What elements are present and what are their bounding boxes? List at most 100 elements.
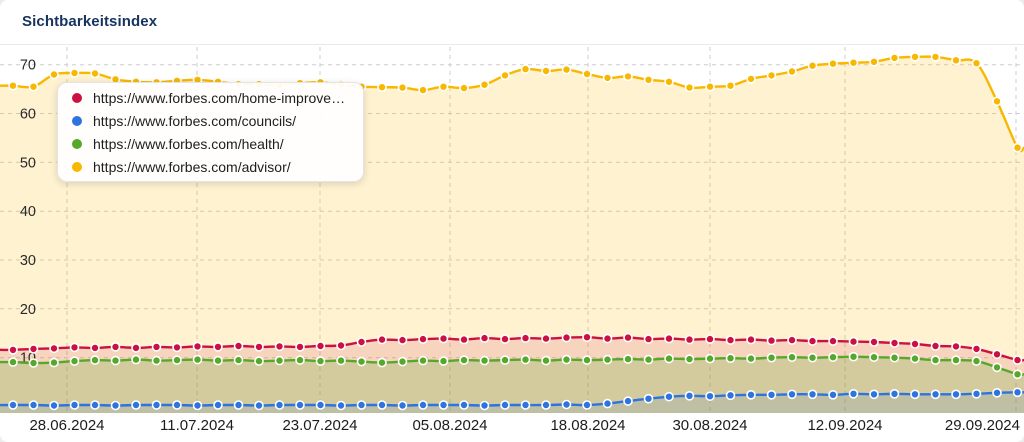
data-point-health[interactable]	[684, 354, 695, 364]
data-point-home-improvement[interactable]	[69, 342, 80, 353]
data-point-councils[interactable]	[233, 400, 244, 410]
data-point-health[interactable]	[69, 356, 80, 366]
data-point-home-improvement[interactable]	[90, 343, 100, 353]
data-point-advisor[interactable]	[848, 57, 859, 68]
data-point-home-improvement[interactable]	[213, 342, 223, 352]
data-point-home-improvement[interactable]	[992, 349, 1002, 360]
data-point-councils[interactable]	[561, 399, 572, 410]
data-point-advisor[interactable]	[705, 81, 715, 92]
legend-item-home-improvement[interactable]: https://www.forbes.com/home-improve…	[72, 86, 345, 109]
data-point-home-improvement[interactable]	[1012, 355, 1023, 365]
data-point-home-improvement[interactable]	[889, 338, 900, 348]
legend-item-councils[interactable]: https://www.forbes.com/councils/	[72, 109, 345, 132]
data-point-advisor[interactable]	[869, 56, 879, 67]
data-point-advisor[interactable]	[623, 71, 633, 82]
data-point-health[interactable]	[992, 362, 1002, 373]
data-point-councils[interactable]	[623, 396, 633, 406]
data-point-home-improvement[interactable]	[643, 334, 654, 344]
data-point-advisor[interactable]	[8, 80, 18, 91]
data-point-health[interactable]	[705, 353, 715, 364]
data-point-health[interactable]	[746, 353, 756, 364]
data-point-home-improvement[interactable]	[561, 332, 572, 343]
data-point-councils[interactable]	[151, 400, 162, 410]
data-point-health[interactable]	[151, 355, 162, 366]
data-point-home-improvement[interactable]	[418, 334, 428, 344]
data-point-councils[interactable]	[787, 389, 797, 400]
data-point-health[interactable]	[623, 354, 633, 364]
data-point-advisor[interactable]	[643, 75, 654, 85]
data-point-advisor[interactable]	[930, 52, 941, 62]
data-point-health[interactable]	[110, 355, 121, 366]
data-point-councils[interactable]	[869, 389, 879, 400]
data-point-advisor[interactable]	[438, 81, 449, 92]
data-point-home-improvement[interactable]	[971, 344, 982, 354]
data-point-health[interactable]	[295, 355, 305, 365]
data-point-health[interactable]	[889, 352, 900, 363]
data-point-health[interactable]	[910, 353, 920, 364]
data-point-health[interactable]	[828, 352, 838, 363]
data-point-advisor[interactable]	[664, 77, 674, 87]
data-point-health[interactable]	[766, 352, 777, 363]
data-point-health[interactable]	[787, 352, 797, 363]
data-point-home-improvement[interactable]	[664, 333, 674, 344]
data-point-councils[interactable]	[49, 400, 59, 411]
data-point-home-improvement[interactable]	[254, 342, 264, 352]
data-point-home-improvement[interactable]	[377, 334, 387, 345]
data-point-health[interactable]	[336, 355, 346, 366]
data-point-councils[interactable]	[684, 390, 695, 401]
data-point-councils[interactable]	[766, 389, 777, 400]
data-point-health[interactable]	[479, 355, 490, 366]
data-point-health[interactable]	[848, 351, 859, 362]
data-point-home-improvement[interactable]	[725, 335, 736, 345]
data-point-health[interactable]	[233, 355, 244, 365]
data-point-councils[interactable]	[356, 400, 367, 410]
data-point-advisor[interactable]	[684, 82, 695, 93]
data-point-advisor[interactable]	[520, 64, 531, 74]
data-point-home-improvement[interactable]	[828, 336, 838, 346]
data-point-home-improvement[interactable]	[131, 343, 141, 353]
data-point-councils[interactable]	[582, 400, 592, 410]
data-point-councils[interactable]	[807, 389, 818, 400]
data-point-home-improvement[interactable]	[274, 341, 285, 352]
data-point-councils[interactable]	[377, 400, 387, 410]
data-point-home-improvement[interactable]	[582, 332, 592, 343]
data-point-health[interactable]	[8, 357, 18, 367]
data-point-health[interactable]	[356, 356, 367, 367]
data-point-health[interactable]	[561, 354, 572, 365]
data-point-health[interactable]	[1012, 369, 1023, 380]
data-point-advisor[interactable]	[69, 68, 80, 78]
data-point-councils[interactable]	[705, 391, 715, 402]
data-point-advisor[interactable]	[766, 70, 777, 81]
data-point-home-improvement[interactable]	[746, 334, 756, 345]
data-point-health[interactable]	[438, 356, 449, 366]
data-point-councils[interactable]	[315, 400, 326, 410]
data-point-home-improvement[interactable]	[848, 336, 859, 347]
data-point-advisor[interactable]	[561, 64, 572, 75]
data-point-home-improvement[interactable]	[520, 333, 531, 343]
data-point-health[interactable]	[930, 355, 941, 365]
data-point-advisor[interactable]	[479, 79, 490, 90]
data-point-home-improvement[interactable]	[295, 342, 305, 352]
data-point-councils[interactable]	[459, 400, 469, 410]
data-point-home-improvement[interactable]	[869, 337, 879, 347]
data-point-advisor[interactable]	[541, 66, 551, 76]
data-point-councils[interactable]	[110, 400, 121, 411]
data-point-councils[interactable]	[172, 400, 182, 410]
data-point-home-improvement[interactable]	[336, 340, 346, 351]
data-point-home-improvement[interactable]	[8, 345, 18, 355]
data-point-advisor[interactable]	[500, 70, 510, 81]
data-point-home-improvement[interactable]	[705, 334, 715, 344]
data-point-councils[interactable]	[746, 389, 756, 400]
data-point-councils[interactable]	[602, 398, 613, 409]
data-point-home-improvement[interactable]	[172, 342, 182, 353]
data-point-health[interactable]	[315, 356, 326, 366]
data-point-health[interactable]	[602, 354, 613, 365]
data-point-home-improvement[interactable]	[684, 334, 695, 345]
data-point-advisor[interactable]	[725, 80, 736, 91]
data-point-councils[interactable]	[664, 391, 674, 402]
data-point-home-improvement[interactable]	[459, 334, 469, 345]
data-point-councils[interactable]	[889, 388, 900, 399]
data-point-health[interactable]	[274, 355, 285, 366]
data-point-health[interactable]	[643, 354, 654, 365]
